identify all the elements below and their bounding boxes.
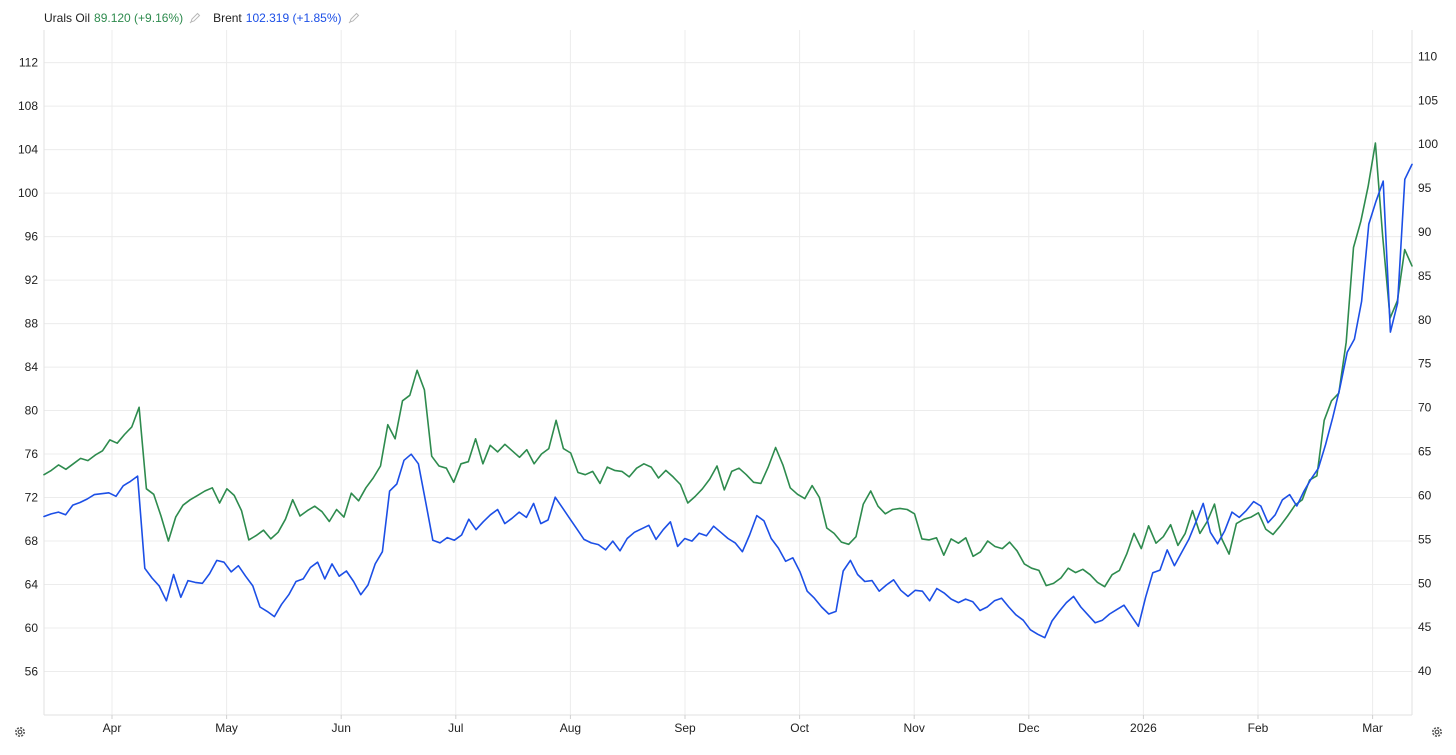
y-left-tick-label: 84 xyxy=(25,360,39,374)
y-left-tick-label: 100 xyxy=(18,186,38,200)
series-line-brent xyxy=(43,163,1413,639)
y-left-tick-label: 104 xyxy=(18,143,38,157)
x-tick-label: Dec xyxy=(1018,721,1039,735)
y-right-tick-label: 40 xyxy=(1418,664,1432,678)
y-left-tick-label: 76 xyxy=(25,447,39,461)
y-right-tick-label: 65 xyxy=(1418,445,1432,459)
x-tick-label: Jun xyxy=(332,721,351,735)
gear-icon[interactable] xyxy=(13,725,27,739)
y-left-tick-label: 108 xyxy=(18,99,38,113)
legend-urals-name: Urals Oil xyxy=(44,11,91,25)
x-tick-label: Nov xyxy=(904,721,925,735)
gear-icon[interactable] xyxy=(1430,725,1444,739)
y-right-tick-label: 80 xyxy=(1418,313,1432,327)
x-tick-label: Oct xyxy=(790,721,809,735)
y-left-tick-label: 92 xyxy=(25,273,39,287)
series-layer xyxy=(43,142,1413,639)
y-left-tick-label: 88 xyxy=(25,317,39,331)
x-tick-label: May xyxy=(215,721,238,735)
y-right-tick-label: 55 xyxy=(1418,532,1432,546)
x-tick-label: Aug xyxy=(560,721,581,735)
y-right-tick-label: 110 xyxy=(1418,49,1437,63)
y-right-tick-label: 45 xyxy=(1418,620,1432,634)
legend-brent-value: 102.319 (+1.85%) xyxy=(245,11,342,25)
legend-brent-name: Brent xyxy=(213,11,242,25)
pencil-icon[interactable] xyxy=(348,12,360,24)
y-right-tick-label: 60 xyxy=(1418,488,1432,502)
y-right-tick-label: 100 xyxy=(1418,137,1438,151)
y-right-tick-label: 85 xyxy=(1418,269,1432,283)
y-left-tick-label: 72 xyxy=(25,491,39,505)
series-line-urals-oil xyxy=(43,142,1413,588)
x-tick-label: Sep xyxy=(674,721,696,735)
pencil-icon[interactable] xyxy=(189,12,201,24)
y-right-tick-label: 50 xyxy=(1418,576,1432,590)
y-left-tick-label: 80 xyxy=(25,404,39,418)
y-left-tick-label: 60 xyxy=(25,621,39,635)
x-tick-label: 2026 xyxy=(1130,721,1157,735)
chart-grid xyxy=(44,30,1412,715)
y-left-tick-label: 68 xyxy=(25,534,39,548)
y-left-tick-label: 64 xyxy=(25,578,39,592)
y-left-tick-label: 112 xyxy=(19,56,38,70)
y-right-tick-label: 95 xyxy=(1418,181,1432,195)
y-right-tick-label: 70 xyxy=(1418,401,1432,415)
chart-axes: 56 60 64 68 72 76 80 84 88 92 96 100 104 108 112 40 45 50… xyxy=(18,30,1438,735)
chart-legend: Urals Oil 89.120 (+9.16%) Brent 102.319 … xyxy=(44,11,368,25)
x-tick-label: Mar xyxy=(1362,721,1383,735)
x-tick-label: Apr xyxy=(103,721,122,735)
x-tick-label: Feb xyxy=(1248,721,1269,735)
x-tick-label: Jul xyxy=(448,721,463,735)
y-right-tick-label: 105 xyxy=(1418,93,1438,107)
y-left-tick-label: 96 xyxy=(25,230,39,244)
y-right-tick-label: 90 xyxy=(1418,225,1432,239)
y-right-tick-label: 75 xyxy=(1418,357,1432,371)
y-left-tick-label: 56 xyxy=(25,665,39,679)
legend-urals-value: 89.120 (+9.16%) xyxy=(94,11,184,25)
